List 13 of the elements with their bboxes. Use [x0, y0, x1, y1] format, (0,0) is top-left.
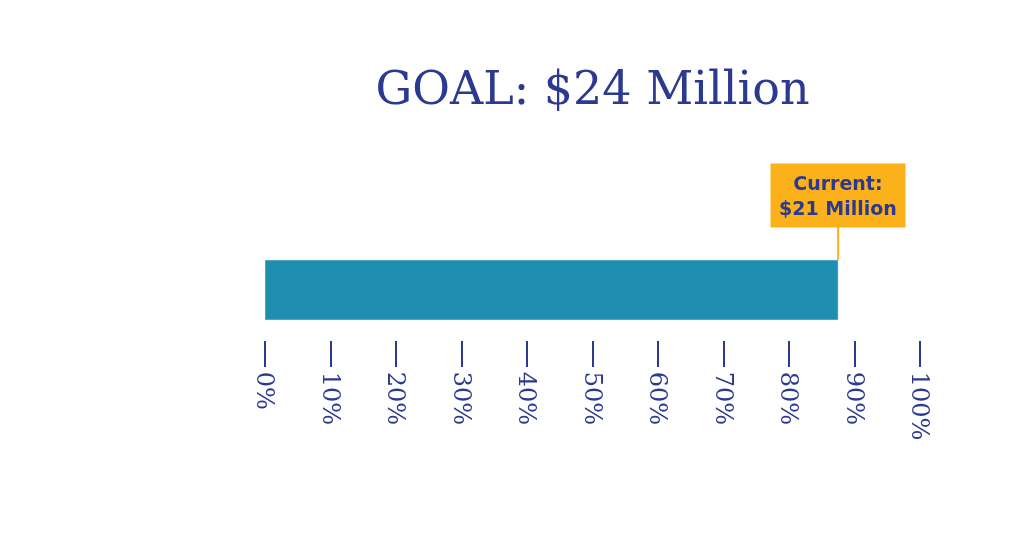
x-tick-label: 30%: [447, 371, 476, 426]
x-tick-label: 50%: [578, 371, 607, 426]
x-tick-label: 0%: [251, 371, 280, 410]
chart-title: GOAL: $24 Million: [375, 60, 810, 115]
x-tick-label: 80%: [775, 371, 804, 426]
x-tick-label: 90%: [840, 371, 869, 426]
x-tick-label: 20%: [382, 371, 411, 426]
x-tick-label: 100%: [906, 371, 935, 441]
x-tick-label: 60%: [644, 371, 673, 426]
annotation: Current: $21 Million: [779, 172, 897, 219]
x-tick-label: 70%: [709, 371, 738, 426]
x-tick-label: 40%: [513, 371, 542, 426]
x-tick-label: 10%: [316, 371, 345, 426]
